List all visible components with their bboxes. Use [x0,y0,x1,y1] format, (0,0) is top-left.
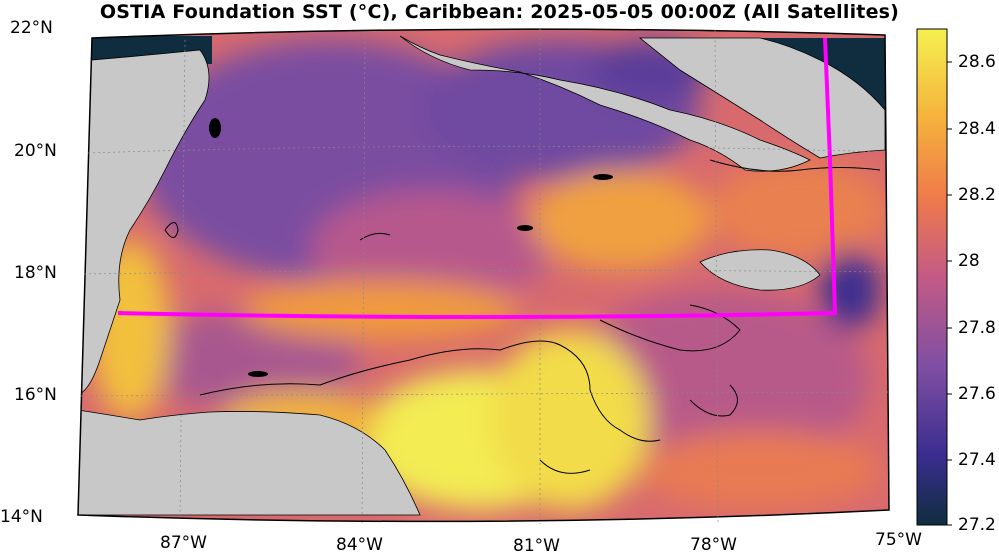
lat-label: 16°N [14,385,57,405]
lon-label: 78°W [690,535,737,555]
graticule [80,28,889,524]
colorbar-tick-label: 27.8 [958,318,996,338]
lat-label: 14°N [0,507,43,527]
colorbar-tick-label: 28.4 [958,119,996,139]
map-frame [77,28,890,523]
lon-label: 75°W [875,530,922,550]
lat-label: 20°N [14,141,57,161]
colorbar [916,28,952,526]
lon-label: 81°W [513,536,560,556]
sst-field [78,29,889,522]
colorbar-tick-label: 28.2 [958,185,996,205]
colorbar-tick-label: 27.4 [958,450,996,470]
lat-label: 18°N [14,263,57,283]
colorbar-tick-label: 27.6 [958,384,996,404]
lon-label: 87°W [160,533,207,553]
lat-label: 22°N [10,18,53,38]
lon-label: 84°W [336,535,383,555]
colorbar-tick-label: 28 [958,251,980,271]
region-box [117,37,838,319]
map-title: OSTIA Foundation SST (°C), Caribbean: 20… [99,1,900,23]
colorbar-tick-label: 28.6 [958,52,996,72]
colorbar-tick-label: 27.2 [958,515,996,535]
